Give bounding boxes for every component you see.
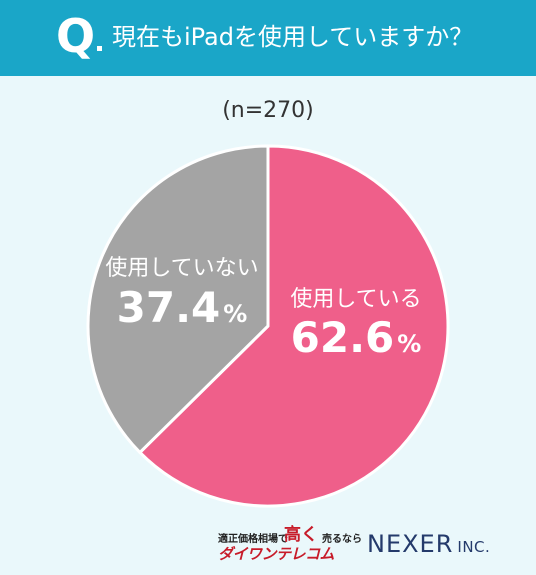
pie-slice-not-using: [86, 144, 270, 454]
sample-size: (n=270): [222, 98, 314, 123]
slice-label-using: 使用している: [290, 287, 421, 312]
logo-takaku: 高く: [284, 525, 318, 545]
q-dot: [97, 46, 102, 51]
logo-urunara: 売るなら: [322, 534, 362, 545]
slice-label-not-using: 使用していない: [105, 256, 258, 281]
slice-value-not-using: 37.4%: [117, 283, 248, 332]
pie-slice-using: [138, 144, 450, 508]
daiwan-telecom-logo: 適正価格相場で 高く 売るなら ダイワンテレコム: [218, 522, 362, 564]
nexer-inc: INC.: [457, 538, 491, 556]
question-text: 現在もiPadを使用していますか？: [112, 23, 474, 51]
nexer-name: NEXER: [367, 530, 454, 558]
q-mark: Q: [56, 9, 96, 63]
logo-tagline: 適正価格相場で: [218, 534, 288, 545]
logo-brand: ダイワンテレコム: [218, 545, 335, 563]
question-header: Q 現在もiPadを使用していますか？: [0, 0, 536, 76]
nexer-logo: NEXER INC.: [367, 530, 490, 558]
slice-value-using: 62.6%: [291, 313, 422, 362]
